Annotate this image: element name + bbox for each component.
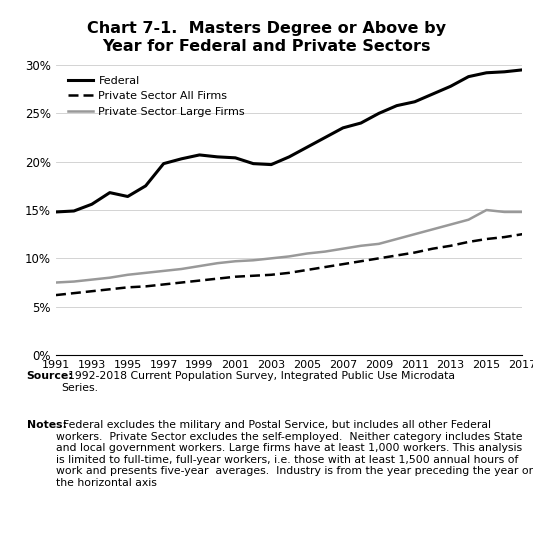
Text: Federal excludes the military and Postal Service, but includes all other Federal: Federal excludes the military and Postal…	[56, 420, 533, 488]
Text: Chart 7-1.  Masters Degree or Above by
Year for Federal and Private Sectors: Chart 7-1. Masters Degree or Above by Ye…	[87, 21, 446, 54]
Text: Notes:: Notes:	[27, 420, 67, 430]
Text: 1992-2018 Current Population Survey, Integrated Public Use Microdata
Series.: 1992-2018 Current Population Survey, Int…	[61, 371, 455, 393]
Legend: Federal, Private Sector All Firms, Private Sector Large Firms: Federal, Private Sector All Firms, Priva…	[66, 74, 247, 119]
Text: Source:: Source:	[27, 371, 74, 381]
